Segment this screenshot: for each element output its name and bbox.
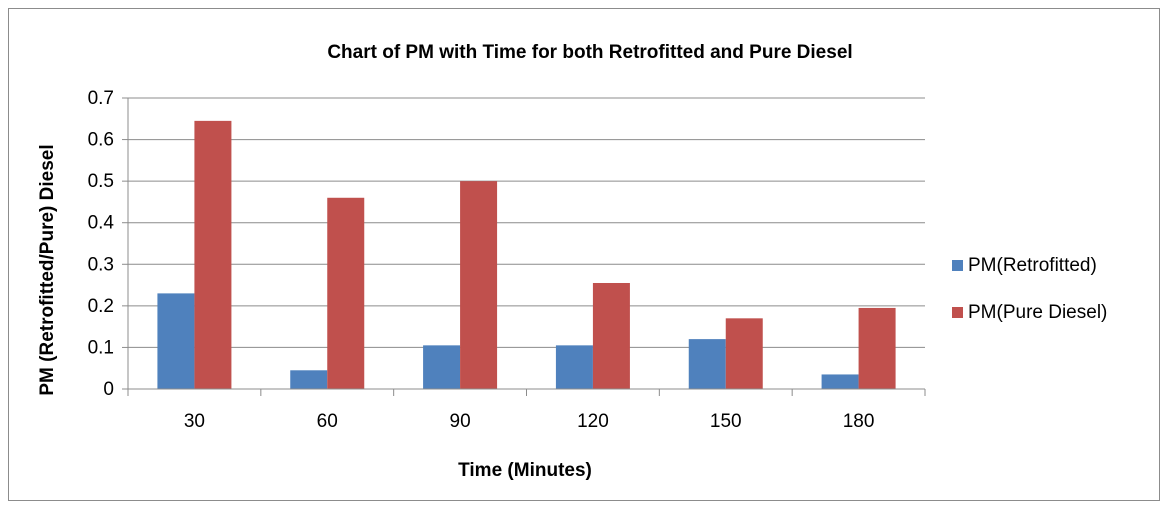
bar-retrofitted: [157, 293, 195, 389]
bar-pure-diesel: [460, 181, 498, 389]
x-tick-label: 60: [317, 411, 338, 432]
y-tick-label: 0.5: [88, 171, 114, 192]
y-tick-label: 0.2: [88, 296, 114, 317]
x-tick-label: 150: [710, 411, 742, 432]
y-tick-label: 0.1: [88, 337, 114, 358]
bar-retrofitted: [555, 345, 593, 389]
legend-swatch: [952, 260, 963, 271]
y-tick-label: 0.6: [88, 130, 114, 151]
bars-layer: [157, 120, 896, 389]
y-axis-title: PM (Retrofitted/Pure) Diesel: [37, 144, 58, 395]
legend-swatch: [952, 307, 963, 318]
x-tick-label: 180: [843, 411, 875, 432]
bar-retrofitted: [423, 345, 461, 389]
y-tick-label: 0.3: [88, 254, 114, 275]
grid-layer: [128, 97, 925, 348]
y-tick-label: 0.7: [88, 88, 114, 109]
legend-label: PM(Retrofitted): [968, 255, 1097, 276]
x-axis-title: Time (Minutes): [458, 460, 592, 481]
bar-pure-diesel: [194, 120, 232, 389]
bar-pure-diesel: [858, 307, 896, 389]
axis-layer: 0 0.1 0.2 0.3 0.4 0.5 0.6 0.7 30 60 90 120 150 180: [88, 88, 926, 432]
y-tick-label: 0: [103, 379, 114, 400]
x-tick-label: 30: [184, 411, 205, 432]
legend: PM(Retrofitted) PM(Pure Diesel): [952, 255, 1107, 323]
chart-title: Chart of PM with Time for both Retrofitt…: [327, 42, 852, 63]
bar-pure-diesel: [725, 318, 763, 389]
legend-label: PM(Pure Diesel): [968, 302, 1107, 323]
bar-retrofitted: [821, 374, 859, 389]
bar-pure-diesel: [327, 197, 365, 389]
bar-retrofitted: [290, 370, 328, 389]
bar-retrofitted: [688, 339, 726, 389]
x-tick-label: 120: [577, 411, 609, 432]
bar-pure-diesel: [592, 282, 630, 389]
x-tick-label: 90: [450, 411, 471, 432]
y-tick-label: 0.4: [88, 213, 115, 234]
